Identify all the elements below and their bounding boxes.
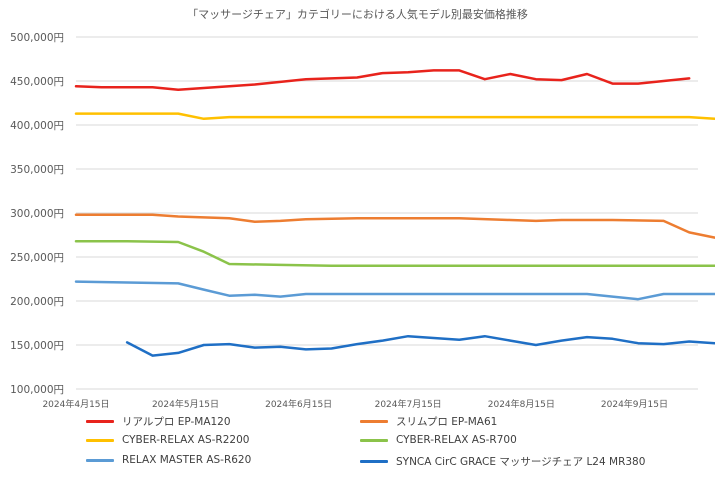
- y-tick-label: 450,000円: [10, 76, 64, 88]
- series-line-5: [74, 280, 715, 301]
- y-tick-label: 300,000円: [10, 208, 64, 220]
- y-tick-label: 250,000円: [10, 252, 64, 264]
- x-tick-label: 2024年6月15日: [265, 398, 332, 410]
- y-tick-label: 500,000円: [10, 32, 64, 44]
- x-tick-label: 2024年4月15日: [42, 398, 109, 410]
- series-line-6: [125, 334, 715, 357]
- chart-title: 「マッサージチェア」カテゴリーにおける人気モデル別最安価格推移: [187, 8, 528, 21]
- series-line-2: [74, 213, 715, 239]
- y-tick-label: 100,000円: [10, 384, 64, 396]
- x-tick-label: 2024年9月15日: [601, 398, 668, 410]
- y-tick-label: 350,000円: [10, 164, 64, 176]
- series-line-3: [74, 112, 715, 121]
- y-tick-label: 200,000円: [10, 296, 64, 308]
- y-axis-ticks: 100,000円 150,000円 200,000円 250,000円 300,000円…: [10, 32, 64, 396]
- x-tick-label: 2024年7月15日: [375, 398, 442, 410]
- x-tick-label: 2024年8月15日: [488, 398, 555, 410]
- y-tick-label: 150,000円: [10, 340, 64, 352]
- y-tick-label: 400,000円: [10, 120, 64, 132]
- x-tick-label: 2024年5月15日: [152, 398, 219, 410]
- series-line-4: [74, 239, 715, 268]
- series-line-1: [74, 69, 691, 92]
- gridlines: [76, 36, 698, 390]
- series-lines: [74, 69, 715, 357]
- x-axis-ticks: 2024年4月15日 2024年5月15日 2024年6月15日 2024年7月15日…: [42, 398, 668, 410]
